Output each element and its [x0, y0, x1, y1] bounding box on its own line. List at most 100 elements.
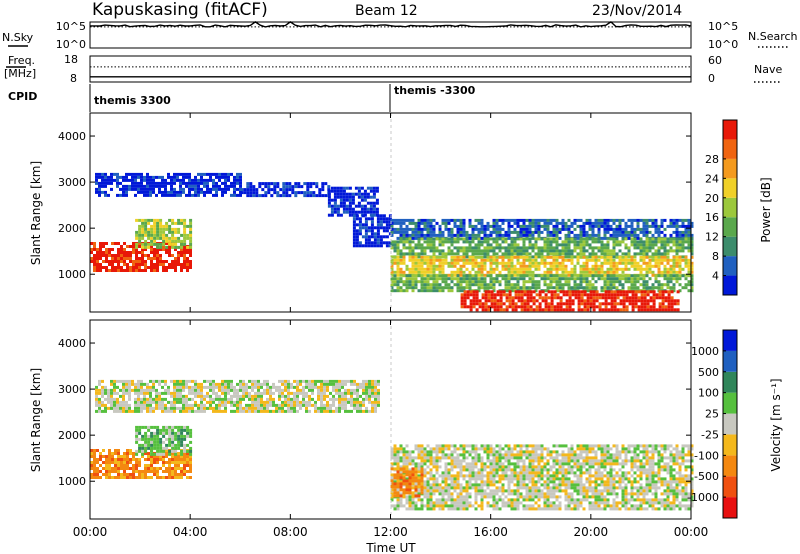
heatmap-cell	[429, 249, 433, 253]
heatmap-cell	[368, 409, 371, 413]
heatmap-cell	[358, 232, 362, 236]
heatmap-cell	[417, 224, 421, 228]
heatmap-cell	[441, 240, 445, 244]
heatmap-cell	[114, 269, 117, 272]
heatmap-cell	[618, 218, 622, 222]
heatmap-cell	[463, 302, 467, 306]
heatmap-cell	[546, 224, 550, 228]
heatmap-cell	[150, 242, 154, 246]
heatmap-cell	[281, 403, 284, 407]
heatmap-cell	[637, 305, 641, 309]
heatmap-cell	[134, 406, 137, 410]
heatmap-cell	[462, 227, 466, 231]
heatmap-cell	[373, 241, 377, 245]
heatmap-cell	[592, 305, 596, 309]
heatmap-cell	[218, 388, 221, 392]
heatmap-cell	[459, 273, 463, 277]
heatmap-cell	[594, 280, 598, 284]
heatmap-cell	[543, 289, 547, 293]
heatmap-cell	[161, 391, 164, 395]
heatmap-cell	[132, 263, 135, 266]
heatmap-cell	[477, 289, 481, 293]
heatmap-cell	[306, 191, 310, 195]
heatmap-cell	[152, 388, 155, 392]
heatmap-cell	[323, 397, 326, 401]
heatmap-cell	[493, 308, 497, 312]
heatmap-cell	[396, 230, 400, 234]
heatmap-cell	[90, 452, 93, 455]
heatmap-cell	[371, 391, 374, 395]
heatmap-cell	[126, 269, 129, 272]
heatmap-cell	[453, 246, 457, 250]
heatmap-cell	[104, 181, 107, 185]
heatmap-cell	[116, 400, 119, 404]
heatmap-cell	[444, 218, 448, 222]
heatmap-cell	[657, 233, 661, 237]
heatmap-cell	[558, 277, 562, 281]
heatmap-cell	[592, 290, 596, 294]
heatmap-cell	[183, 236, 187, 240]
heatmap-cell	[162, 458, 165, 461]
heatmap-cell	[152, 409, 155, 413]
heatmap-cell	[474, 270, 478, 274]
heatmap-cell	[664, 308, 668, 312]
heatmap-cell	[171, 452, 174, 455]
heatmap-cell	[288, 185, 292, 189]
heatmap-cell	[573, 240, 577, 244]
heatmap-cell	[480, 261, 484, 265]
heatmap-cell	[516, 270, 520, 274]
heatmap-cell	[453, 237, 457, 241]
heatmap-cell	[224, 400, 227, 404]
heatmap-cell	[194, 400, 197, 404]
heatmap-cell	[101, 175, 104, 179]
heatmap-cell	[474, 277, 478, 281]
heatmap-cell	[134, 193, 137, 197]
heatmap-cell	[180, 455, 183, 458]
heatmap-cell	[167, 391, 170, 395]
heatmap-cell	[200, 391, 203, 395]
heatmap-cell	[676, 299, 680, 303]
heatmap-cell	[624, 258, 628, 262]
heatmap-cell	[275, 385, 278, 389]
heatmap-cell	[110, 175, 113, 179]
heatmap-cell	[499, 299, 503, 303]
heatmap-cell	[159, 452, 163, 456]
heatmap-cell	[357, 189, 361, 193]
heatmap-cell	[352, 238, 356, 242]
heatmap-cell	[502, 308, 506, 312]
heatmap-cell	[522, 280, 526, 284]
heatmap-cell	[390, 264, 394, 268]
heatmap-cell	[606, 261, 610, 265]
heatmap-cell	[104, 388, 107, 392]
heatmap-cell	[522, 230, 526, 234]
heatmap-cell	[215, 172, 218, 176]
heatmap-cell	[480, 218, 484, 222]
heatmap-cell	[227, 391, 230, 395]
heatmap-cell	[432, 240, 436, 244]
heatmap-cell	[549, 237, 553, 241]
heatmap-cell	[257, 397, 260, 401]
heatmap-cell	[156, 455, 159, 458]
heatmap-cell	[687, 240, 691, 244]
heatmap-cell	[564, 243, 568, 247]
heatmap-cell	[155, 388, 158, 392]
heatmap-cell	[117, 470, 120, 473]
heatmap-cell	[552, 255, 556, 259]
heatmap-cell	[687, 227, 691, 231]
heatmap-cell	[463, 293, 467, 297]
heatmap-cell	[218, 400, 221, 404]
heatmap-cell	[567, 273, 571, 277]
heatmap-cell	[648, 249, 652, 253]
heatmap-cell	[537, 264, 541, 268]
heatmap-cell	[582, 280, 586, 284]
heatmap-cell	[499, 290, 503, 294]
heatmap-cell	[177, 218, 181, 222]
heatmap-cell	[459, 218, 463, 222]
heatmap-cell	[339, 189, 343, 193]
heatmap-cell	[135, 233, 139, 237]
heatmap-cell	[492, 267, 496, 271]
heatmap-cell	[165, 449, 168, 452]
heatmap-cell	[681, 246, 685, 250]
heatmap-cell	[347, 400, 350, 404]
heatmap-cell	[603, 236, 607, 240]
